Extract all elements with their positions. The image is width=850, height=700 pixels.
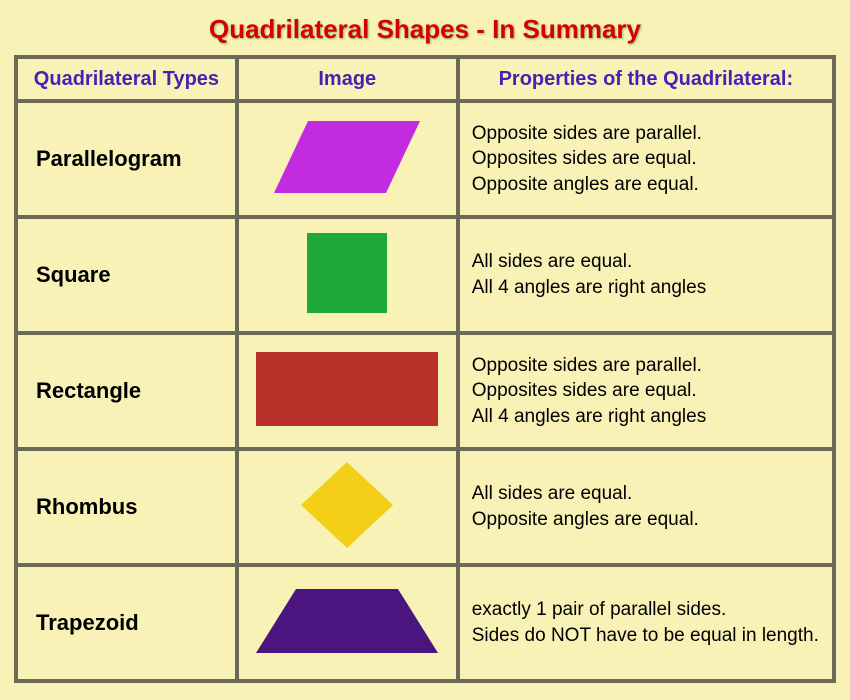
table-row: Square All sides are equal.All 4 angles a… [16, 217, 834, 333]
table-row: Rhombus All sides are equal.Opposite angl… [16, 449, 834, 565]
property-line: Opposites sides are equal. [472, 146, 824, 172]
image-cell [237, 333, 458, 449]
property-line: All 4 angles are right angles [472, 275, 824, 301]
image-cell [237, 101, 458, 217]
parallelogram-icon [272, 115, 422, 204]
properties-cell: All sides are equal.All 4 angles are rig… [458, 217, 834, 333]
property-line: Sides do NOT have to be equal in length. [472, 623, 824, 649]
trapezoid-icon [252, 581, 442, 666]
property-line: All sides are equal. [472, 481, 824, 507]
property-line: Opposite angles are equal. [472, 172, 824, 198]
page: Quadrilateral Shapes - In Summary Quadri… [0, 0, 850, 700]
image-cell [237, 565, 458, 681]
type-cell: Rhombus [16, 449, 237, 565]
property-line: Opposite sides are parallel. [472, 121, 824, 147]
type-cell: Parallelogram [16, 101, 237, 217]
property-line: Opposite sides are parallel. [472, 353, 824, 379]
header-properties: Properties of the Quadrilateral: [458, 57, 834, 101]
header-type: Quadrilateral Types [16, 57, 237, 101]
page-title: Quadrilateral Shapes - In Summary [14, 14, 836, 45]
rectangle-icon [252, 344, 442, 439]
property-line: Opposites sides are equal. [472, 378, 824, 404]
rhombus-icon [297, 458, 397, 557]
properties-cell: exactly 1 pair of parallel sides.Sides d… [458, 565, 834, 681]
property-line: Opposite angles are equal. [472, 507, 824, 533]
image-cell [237, 449, 458, 565]
quadrilateral-table: Quadrilateral Types Image Properties of … [14, 55, 836, 683]
table-body: Parallelogram Opposite sides are parallel… [16, 101, 834, 681]
properties-cell: Opposite sides are parallel.Opposites si… [458, 101, 834, 217]
square-icon [297, 228, 397, 323]
type-cell: Trapezoid [16, 565, 237, 681]
type-cell: Square [16, 217, 237, 333]
type-cell: Rectangle [16, 333, 237, 449]
property-line: All sides are equal. [472, 249, 824, 275]
table-row: Parallelogram Opposite sides are parallel… [16, 101, 834, 217]
table-row: Trapezoid exactly 1 pair of parallel side… [16, 565, 834, 681]
property-line: exactly 1 pair of parallel sides. [472, 597, 824, 623]
table-header-row: Quadrilateral Types Image Properties of … [16, 57, 834, 101]
header-image: Image [237, 57, 458, 101]
properties-cell: Opposite sides are parallel.Opposites si… [458, 333, 834, 449]
properties-cell: All sides are equal.Opposite angles are … [458, 449, 834, 565]
table-row: Rectangle Opposite sides are parallel.Opp… [16, 333, 834, 449]
image-cell [237, 217, 458, 333]
property-line: All 4 angles are right angles [472, 404, 824, 430]
